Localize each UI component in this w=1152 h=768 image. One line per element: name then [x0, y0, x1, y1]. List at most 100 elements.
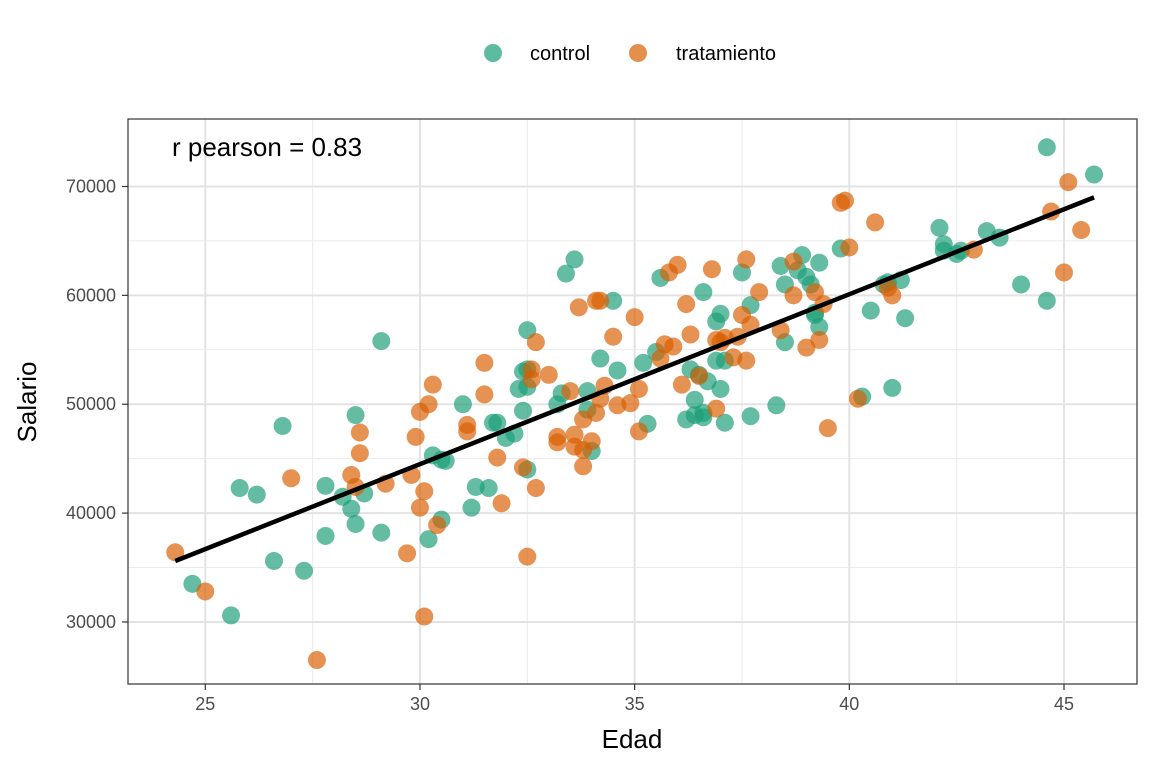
x-tick-label: 40 [839, 694, 859, 714]
point-tratamiento [625, 308, 644, 327]
point-control [810, 253, 829, 272]
point-control [711, 379, 730, 398]
point-tratamiento [591, 291, 610, 310]
point-control [316, 476, 335, 495]
y-axis-title: Salario [12, 362, 42, 443]
point-tratamiento [1072, 221, 1091, 240]
point-control [861, 301, 880, 320]
point-control [419, 530, 438, 549]
point-tratamiento [475, 353, 494, 372]
point-control [608, 361, 627, 380]
point-tratamiento [514, 458, 533, 477]
y-tick-label: 40000 [66, 503, 116, 523]
point-tratamiento [458, 415, 477, 434]
point-tratamiento [629, 379, 648, 398]
point-tratamiento [810, 330, 829, 349]
point-tratamiento [565, 425, 584, 444]
point-control [295, 561, 314, 580]
legend: control tratamiento [484, 43, 776, 65]
point-tratamiento [518, 547, 537, 566]
point-tratamiento [574, 457, 593, 476]
point-tratamiento [1055, 263, 1074, 282]
point-tratamiento [307, 651, 326, 670]
y-tick-label: 70000 [66, 176, 116, 196]
point-tratamiento [582, 432, 601, 451]
point-tratamiento [569, 298, 588, 317]
point-tratamiento [398, 544, 417, 563]
point-control [604, 291, 623, 310]
point-control [685, 390, 704, 409]
point-tratamiento [350, 444, 369, 463]
point-control [273, 416, 292, 435]
point-control [316, 526, 335, 545]
point-control [346, 406, 365, 425]
point-tratamiento [522, 370, 541, 389]
point-tratamiento [737, 351, 756, 370]
legend-key-tratamiento [629, 44, 647, 62]
grid-minor [128, 119, 1137, 684]
point-tratamiento [651, 349, 670, 368]
point-control [1037, 138, 1056, 157]
x-axis: 25 30 35 40 45 [195, 684, 1074, 714]
point-tratamiento [423, 375, 442, 394]
x-tick-label: 30 [410, 694, 430, 714]
x-tick-label: 35 [625, 694, 645, 714]
fit-layer [174, 195, 1095, 564]
point-tratamiento [629, 422, 648, 441]
y-tick-label: 30000 [66, 612, 116, 632]
x-axis-title: Edad [602, 724, 663, 754]
y-tick-label: 60000 [66, 285, 116, 305]
point-tratamiento [681, 325, 700, 344]
plot-border [127, 118, 1138, 685]
point-tratamiento [771, 321, 790, 340]
pearson-annotation: r pearson = 0.83 [172, 132, 362, 162]
point-tratamiento [539, 365, 558, 384]
point-control [565, 250, 584, 269]
point-tratamiento [1059, 173, 1078, 192]
x-tick-label: 25 [195, 694, 215, 714]
point-tratamiento [664, 337, 683, 356]
point-control [342, 499, 361, 518]
point-control [741, 407, 760, 426]
point-tratamiento [196, 582, 215, 601]
point-control [1037, 291, 1056, 310]
legend-key-control [484, 44, 502, 62]
point-tratamiento [282, 469, 301, 488]
point-control [264, 551, 283, 570]
point-control [810, 317, 829, 336]
point-tratamiento [866, 213, 885, 232]
point-tratamiento [690, 366, 709, 385]
point-control [346, 514, 365, 533]
point-tratamiento [707, 399, 726, 418]
point-control [514, 401, 533, 420]
point-tratamiento [750, 283, 769, 302]
point-tratamiento [784, 286, 803, 305]
point-tratamiento [883, 286, 902, 305]
point-tratamiento [621, 394, 640, 413]
point-control [694, 283, 713, 302]
point-control [934, 235, 953, 254]
point-tratamiento [668, 255, 687, 274]
point-control [466, 477, 485, 496]
point-tratamiento [587, 403, 606, 422]
point-control [1085, 165, 1104, 184]
point-control [896, 309, 915, 328]
point-control [715, 413, 734, 432]
point-tratamiento [428, 516, 447, 535]
point-tratamiento [818, 419, 837, 438]
point-tratamiento [784, 252, 803, 271]
point-tratamiento [561, 382, 580, 401]
point-control [930, 218, 949, 237]
point-control [479, 479, 498, 498]
point-control [372, 332, 391, 351]
point-tratamiento [475, 385, 494, 404]
point-control [767, 396, 786, 415]
point-tratamiento [836, 191, 855, 210]
point-control [711, 304, 730, 323]
point-tratamiento [350, 423, 369, 442]
point-tratamiento [737, 250, 756, 269]
point-control [488, 413, 507, 432]
point-tratamiento [840, 238, 859, 257]
point-control [1012, 275, 1031, 294]
